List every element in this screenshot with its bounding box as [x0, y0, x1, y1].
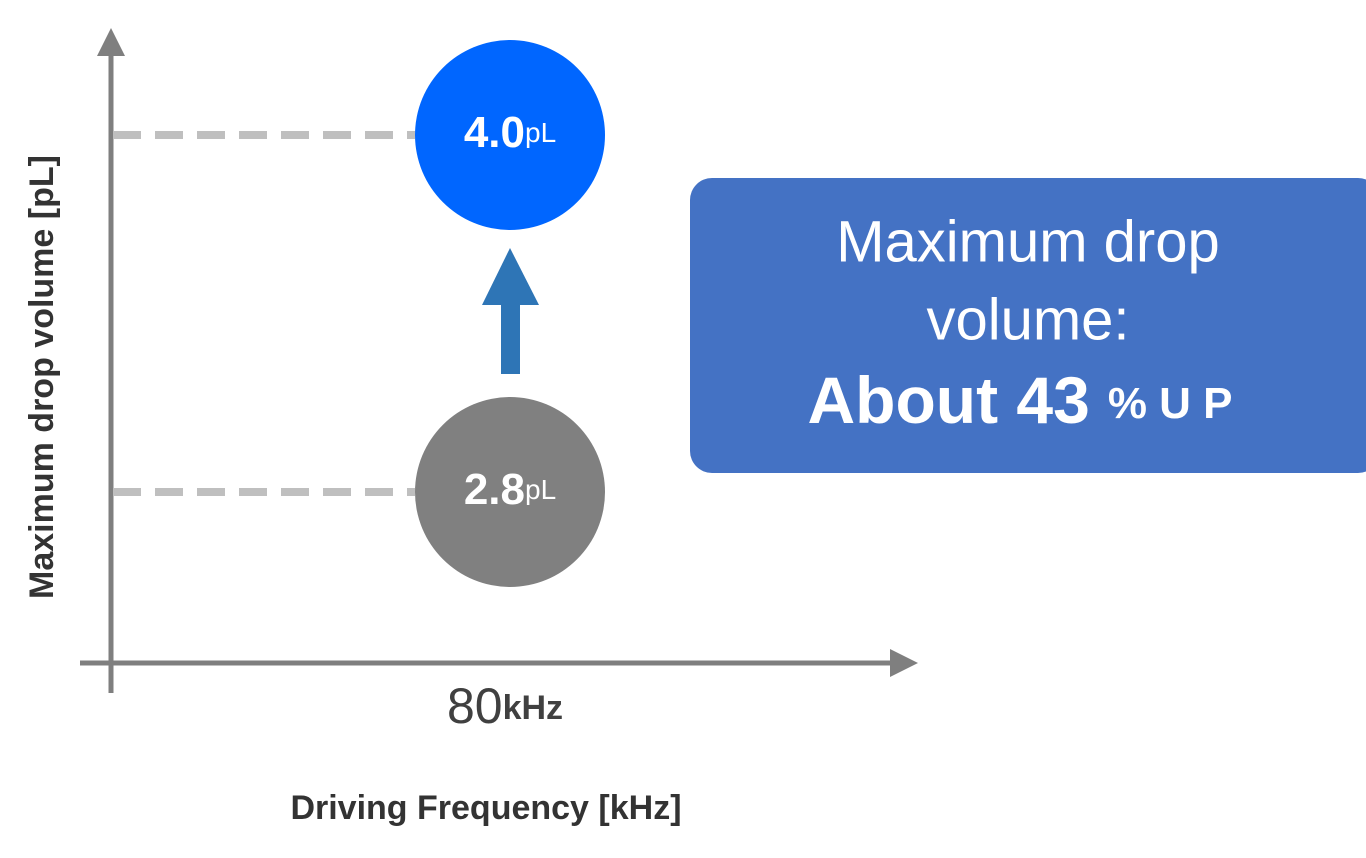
x-point-value: 80	[447, 678, 503, 734]
callout-box	[690, 178, 1366, 473]
x-axis-label: Driving Frequency [kHz]	[290, 789, 681, 827]
increase-arrow-shaft	[501, 300, 520, 374]
y-axis-label: Maximum drop volume [pL]	[23, 155, 61, 599]
callout-line: About 43 % U P	[807, 363, 1232, 437]
y-axis-arrow	[97, 28, 125, 56]
drop-unit: pL	[525, 474, 556, 505]
callout-line: volume:	[926, 287, 1129, 352]
drop-value: 4.0	[464, 108, 525, 157]
callout-suffix: % U P	[1108, 379, 1233, 428]
drop-unit: pL	[525, 117, 556, 148]
x-point-unit: kHz	[503, 689, 563, 727]
increase-arrow-head	[482, 248, 539, 305]
callout-main: About 43	[807, 363, 1089, 437]
drop-label: 2.8pL	[464, 465, 556, 514]
drop-circle	[415, 40, 605, 230]
callout-line: Maximum drop	[836, 209, 1220, 274]
x-axis-arrow	[890, 649, 918, 677]
drop-circle	[415, 397, 605, 587]
x-point-label: 80kHz	[447, 678, 563, 734]
drop-label: 4.0pL	[464, 108, 556, 157]
drop-value: 2.8	[464, 465, 525, 514]
